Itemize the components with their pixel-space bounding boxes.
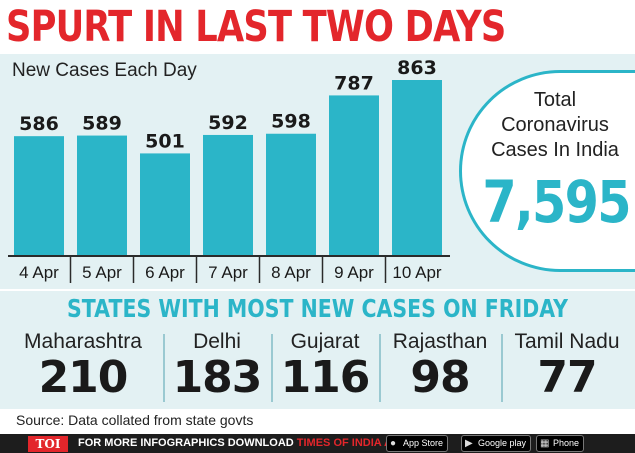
app-store-badge[interactable]: ● App Store [386,435,449,452]
state-gujarat: Gujarat 116 [274,330,376,405]
bar-10-apr [392,80,442,255]
total-label-line-3: Cases In India [491,139,619,161]
bar-5-apr [77,135,127,255]
divider [163,334,165,402]
state-name: Maharashtra [24,330,142,353]
source-note: Source: Data collated from state govts [16,412,254,428]
footer-brand: TIMES OF INDIA APP [296,437,407,449]
state-name: Delhi [193,330,241,353]
value-label: 501 [145,130,185,152]
total-cases-value: 7,595 [482,168,631,236]
state-maharashtra: Maharashtra 210 [8,330,158,405]
x-tick-label: 4 Apr [19,263,59,282]
state-delhi: Delhi 183 [166,330,268,405]
total-label-line-2: Coronavirus [501,114,609,136]
states-title: STATES WITH MOST NEW CASES ON FRIDAY [67,294,568,323]
footer-promo: FOR MORE INFOGRAPHICS DOWNLOAD TIMES OF … [78,437,407,449]
chart-title: New Cases Each Day [12,60,197,81]
state-tamil-nadu: Tamil Nadu 77 [504,330,630,405]
bar-4-apr [14,136,64,255]
x-tick-label: 6 Apr [145,263,185,282]
state-value: 77 [537,352,597,403]
divider [501,334,503,402]
badge-label: Phone [553,438,580,448]
windows-phone-badge[interactable]: ▦ Phone [536,435,585,452]
bar-7-apr [203,134,253,255]
value-label: 787 [334,72,374,94]
badge-label: App Store [403,438,444,448]
headline: SPURT IN LAST TWO DAYS [6,2,506,52]
x-tick-label: 7 Apr [208,263,248,282]
states-panel [0,291,635,409]
windows-icon: ▦ [540,438,550,449]
apple-icon: ● [390,438,397,449]
x-tick-label: 5 Apr [82,263,122,282]
value-label: 598 [271,111,311,133]
bar-chart: 586 4 Apr 589 5 Apr 501 6 Apr 592 7 Apr 598 8 Apr… [8,57,450,283]
state-name: Gujarat [290,330,360,353]
x-tick-label: 10 Apr [392,263,441,282]
x-tick-label: 9 Apr [334,263,374,282]
value-label: 592 [208,112,248,134]
state-value: 183 [172,352,263,403]
google-play-badge[interactable]: ▶ Google play [461,435,532,452]
state-rajasthan: Rajasthan 98 [382,330,498,405]
state-value: 116 [280,352,371,403]
google-play-icon: ▶ [465,438,473,449]
footer-promo-text: FOR MORE INFOGRAPHICS DOWNLOAD [78,437,294,449]
badge-label: Google play [478,438,527,448]
state-value: 210 [38,352,129,403]
bar-8-apr [266,133,316,255]
x-tick-label: 8 Apr [271,263,311,282]
divider [379,334,381,402]
bar-6-apr [140,153,190,255]
value-label: 586 [19,113,59,135]
value-label: 589 [82,113,122,135]
total-label-line-1: Total [533,89,577,111]
total-cases-circle [459,70,635,272]
divider [271,334,273,402]
bar-9-apr [329,95,379,256]
total-cases-label: Total Coronavirus Cases In India [480,88,630,163]
value-label: 863 [397,57,437,79]
state-name: Tamil Nadu [514,330,620,353]
state-value: 98 [410,352,470,403]
toi-logo: TOI [28,436,68,452]
state-name: Rajasthan [392,330,488,353]
